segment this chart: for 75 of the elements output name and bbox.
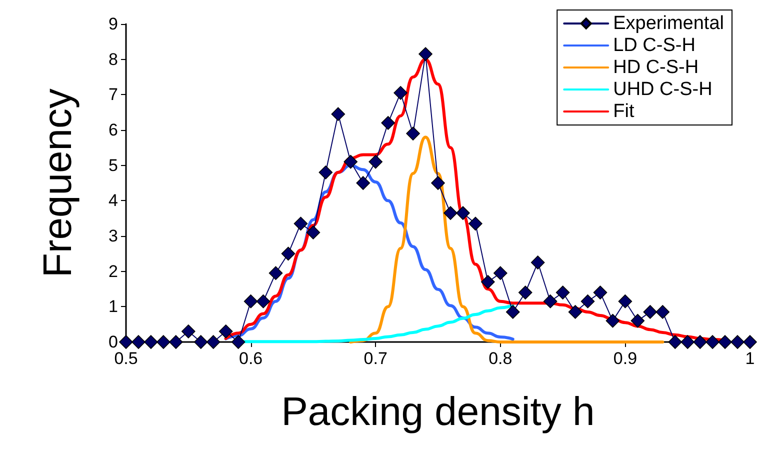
point xyxy=(194,335,208,349)
legend-label: Fit xyxy=(613,101,635,122)
point xyxy=(593,286,608,300)
point xyxy=(481,275,495,289)
point xyxy=(132,335,146,349)
point xyxy=(156,335,170,349)
point xyxy=(381,116,395,130)
point xyxy=(268,266,283,280)
point xyxy=(281,246,296,261)
y-tick-label: 0 xyxy=(108,332,118,352)
y-tick-label: 4 xyxy=(108,191,118,210)
legend-label: LD C-S-H xyxy=(613,35,696,56)
point xyxy=(318,166,333,180)
point xyxy=(630,314,645,328)
point xyxy=(680,335,694,349)
point xyxy=(494,266,508,280)
point xyxy=(580,294,595,308)
x-tick-label: 0.8 xyxy=(488,349,512,368)
point xyxy=(244,294,258,308)
point xyxy=(468,216,482,231)
point xyxy=(231,335,246,349)
y-axis-title: Frequency xyxy=(36,88,80,278)
x-axis-title: Packing density h xyxy=(281,390,595,434)
point xyxy=(656,305,670,319)
point xyxy=(344,154,358,169)
legend-label: Experimental xyxy=(613,13,724,34)
point xyxy=(394,86,408,100)
x-tick-label: 0.9 xyxy=(613,349,638,368)
point xyxy=(618,294,632,308)
point xyxy=(506,305,520,319)
point xyxy=(406,126,420,140)
point xyxy=(706,335,720,349)
legend-label: HD C-S-H xyxy=(613,57,699,78)
point xyxy=(418,47,432,61)
point xyxy=(543,294,558,308)
y-tick-label: 5 xyxy=(108,156,118,175)
point xyxy=(218,324,233,338)
point xyxy=(456,206,470,220)
point xyxy=(368,154,382,169)
point xyxy=(306,226,320,240)
point xyxy=(606,314,620,328)
point xyxy=(718,335,732,349)
y-tick-label: 9 xyxy=(108,14,118,34)
point xyxy=(356,176,370,190)
y-tick-label: 6 xyxy=(108,120,118,140)
point xyxy=(730,335,744,349)
point xyxy=(643,305,658,319)
point xyxy=(693,335,707,349)
x-tick-label: 0.7 xyxy=(364,349,388,368)
x-tick-label: 0.6 xyxy=(238,349,263,368)
y-tick-label: 1 xyxy=(108,297,118,316)
point xyxy=(206,335,220,349)
y-tick-label: 8 xyxy=(108,50,118,69)
point xyxy=(530,256,545,270)
point xyxy=(169,335,183,349)
point xyxy=(518,286,532,300)
point xyxy=(568,305,582,319)
x-tick-label: 1 xyxy=(745,349,755,368)
point xyxy=(556,286,570,300)
point xyxy=(444,206,458,220)
point xyxy=(743,335,757,349)
x-tick-label: 0.5 xyxy=(114,349,138,368)
point xyxy=(331,107,346,121)
y-tick-label: 2 xyxy=(108,262,118,281)
point xyxy=(119,335,133,349)
legend-label: UHD C-S-H xyxy=(613,79,712,100)
point xyxy=(668,335,682,349)
y-tick-label: 3 xyxy=(108,226,118,246)
point xyxy=(294,216,308,231)
point xyxy=(144,335,158,349)
point xyxy=(256,294,270,308)
point xyxy=(182,324,196,338)
point xyxy=(431,176,445,190)
y-tick-label: 7 xyxy=(108,85,118,104)
line-series xyxy=(349,136,664,344)
